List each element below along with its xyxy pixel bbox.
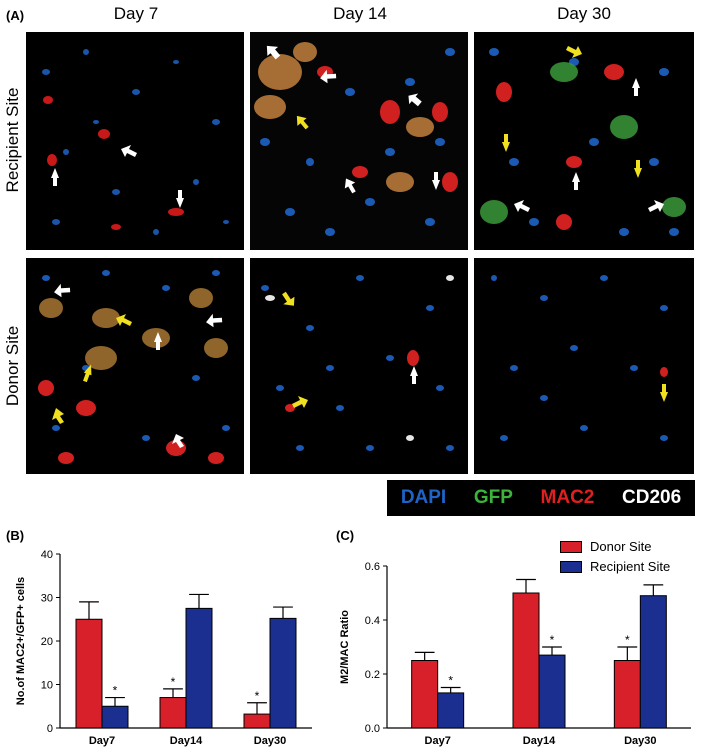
y-tick-label: 0 — [47, 723, 53, 735]
x-tick-label: Day7 — [89, 735, 115, 747]
micrograph-donor-day7 — [26, 258, 244, 474]
stain-mac2-label: MAC2 — [540, 487, 595, 508]
x-tick-label: Day30 — [254, 735, 286, 747]
stain-gfp-label: GFP — [473, 487, 513, 508]
y-axis-title: M2/MAC Ratio — [339, 610, 351, 684]
legend-donor-swatch — [560, 540, 582, 553]
bar-donor-site-day14 — [159, 697, 187, 729]
micrograph-recipient-day30 — [474, 32, 694, 250]
bar-donor-site-day30 — [613, 660, 641, 729]
x-tick-label: Day30 — [624, 735, 656, 747]
significance-marker: * — [625, 633, 630, 647]
column-header-day7: Day 7 — [113, 4, 159, 23]
significance-marker: * — [113, 684, 118, 698]
legend-recipient-swatch — [560, 560, 582, 573]
panel-a-label: (A) — [6, 8, 25, 23]
panel-b-label: (B) — [6, 528, 25, 543]
y-axis-title: No.of MAC2+/GFP+ cells — [15, 577, 27, 705]
y-tick-label: 10 — [41, 680, 53, 692]
bar-recipient-site-day14 — [185, 607, 213, 729]
y-tick-label: 0.2 — [365, 669, 380, 681]
micrograph-donor-day30 — [474, 258, 694, 474]
row-header-donor: Donor Site — [3, 325, 22, 407]
significance-marker: * — [255, 689, 260, 703]
micrograph-recipient-day14 — [250, 32, 468, 250]
chart-b: No.of MAC2+/GFP+ cells 0 10 20 30 40 * Day7 * Day… — [15, 549, 312, 747]
significance-marker: * — [448, 674, 453, 688]
y-tick-label: 20 — [41, 636, 53, 648]
bar-recipient-site-day30 — [639, 595, 667, 729]
bar-recipient-site-day30 — [269, 617, 297, 729]
x-tick-label: Day14 — [170, 735, 203, 747]
bar-recipient-site-day7 — [101, 705, 129, 729]
column-header-day30: Day 30 — [557, 4, 611, 23]
stain-dapi-label: DAPI — [400, 487, 447, 508]
legend-donor: Donor Site — [560, 539, 651, 554]
x-tick-label: Day14 — [523, 735, 556, 747]
x-tick-label: Day7 — [425, 735, 451, 747]
bar-donor-site-day7 — [411, 660, 439, 729]
bar-recipient-site-day14 — [538, 654, 566, 729]
micrograph-recipient-day7 — [26, 32, 244, 250]
micrograph-donor-day14 — [250, 258, 468, 474]
y-tick-label: 40 — [41, 549, 53, 561]
stain-cd206-label: CD206 — [622, 487, 682, 508]
column-header-day14: Day 14 — [333, 4, 387, 23]
chart-c: M2/MAC Ratio 0.0 0.2 0.4 0.6 * Day7 * Day14 * Day3… — [339, 561, 691, 747]
significance-marker: * — [550, 633, 555, 647]
y-tick-label: 30 — [41, 593, 53, 605]
stain-legend: DAPI GFP MAC2 CD206 — [387, 480, 695, 516]
bar-recipient-site-day7 — [437, 692, 465, 729]
bar-donor-site-day30 — [243, 713, 271, 729]
y-tick-label: 0.6 — [365, 561, 380, 573]
y-tick-label: 0.0 — [365, 723, 380, 735]
panel-c-label: (C) — [336, 528, 355, 543]
legend-donor-label: Donor Site — [590, 539, 652, 554]
y-tick-label: 0.4 — [365, 615, 380, 627]
legend-recipient: Recipient Site — [560, 559, 670, 574]
bar-donor-site-day14 — [512, 592, 540, 729]
significance-marker: * — [171, 675, 176, 689]
row-header-recipient: Recipient Site — [3, 87, 22, 193]
legend-recipient-label: Recipient Site — [590, 559, 671, 574]
bar-donor-site-day7 — [75, 618, 103, 729]
